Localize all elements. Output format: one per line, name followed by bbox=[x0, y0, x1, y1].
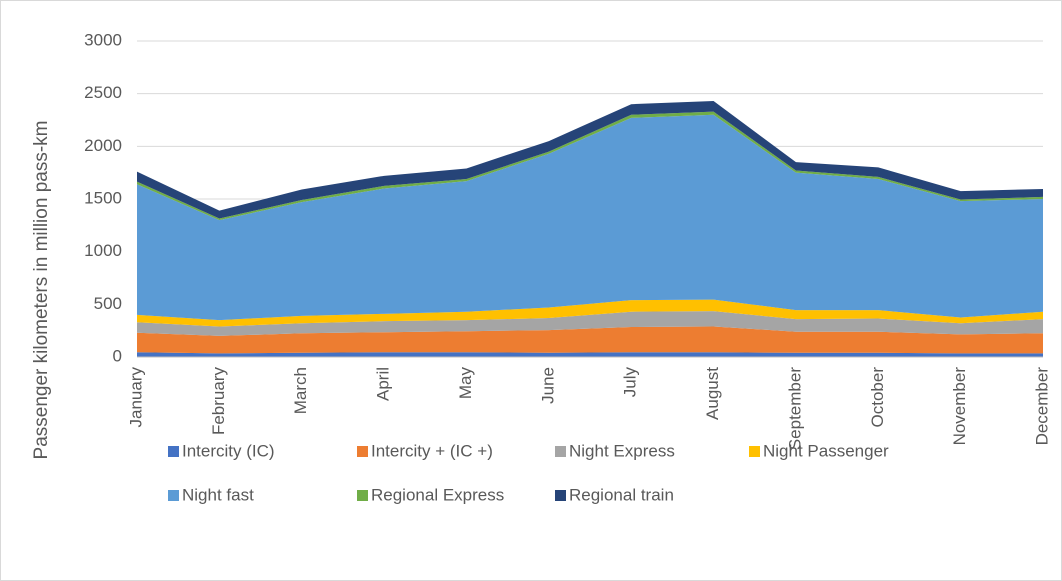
y-tick-label: 1000 bbox=[84, 241, 122, 260]
legend-label: Regional train bbox=[569, 485, 674, 504]
legend-swatch bbox=[555, 490, 566, 501]
legend-label: Regional Express bbox=[371, 485, 504, 504]
y-tick-label: 500 bbox=[94, 294, 122, 313]
legend-swatch bbox=[749, 446, 760, 457]
y-tick-label: 3000 bbox=[84, 30, 122, 49]
x-tick-label: May bbox=[456, 367, 475, 400]
legend-swatch bbox=[168, 490, 179, 501]
y-tick-label: 2000 bbox=[84, 136, 122, 155]
area bbox=[137, 114, 1043, 321]
x-tick-label: February bbox=[209, 367, 228, 436]
area bbox=[137, 352, 1043, 357]
area bbox=[137, 326, 1043, 354]
x-tick-label: November bbox=[950, 367, 969, 446]
legend-swatch bbox=[555, 446, 566, 457]
legend-label: Night Express bbox=[569, 441, 675, 460]
legend-label: Intercity + (IC +) bbox=[371, 441, 493, 460]
legend-swatch bbox=[357, 490, 368, 501]
legend-label: Night Passenger bbox=[763, 441, 889, 460]
x-tick-label: January bbox=[126, 367, 145, 428]
area bbox=[137, 311, 1043, 336]
y-tick-label: 0 bbox=[113, 346, 122, 365]
legend-label: Intercity (IC) bbox=[182, 441, 275, 460]
area bbox=[137, 299, 1043, 327]
y-tick-label: 1500 bbox=[84, 188, 122, 207]
x-tick-label: June bbox=[538, 367, 557, 404]
x-tick-label: October bbox=[868, 367, 887, 428]
legend-label: Night fast bbox=[182, 485, 254, 504]
x-tick-label: April bbox=[374, 367, 393, 401]
legend-swatch bbox=[168, 446, 179, 457]
area bbox=[137, 111, 1043, 221]
legend-swatch bbox=[357, 446, 368, 457]
x-tick-label: August bbox=[703, 367, 722, 420]
area bbox=[137, 101, 1043, 219]
x-tick-label: September bbox=[785, 367, 804, 450]
y-tick-label: 2500 bbox=[84, 83, 122, 102]
x-tick-label: March bbox=[291, 367, 310, 414]
x-tick-label: December bbox=[1032, 367, 1051, 446]
y-axis-label: Passenger kilometers in million pass-km bbox=[31, 121, 52, 460]
x-tick-label: July bbox=[621, 367, 640, 398]
